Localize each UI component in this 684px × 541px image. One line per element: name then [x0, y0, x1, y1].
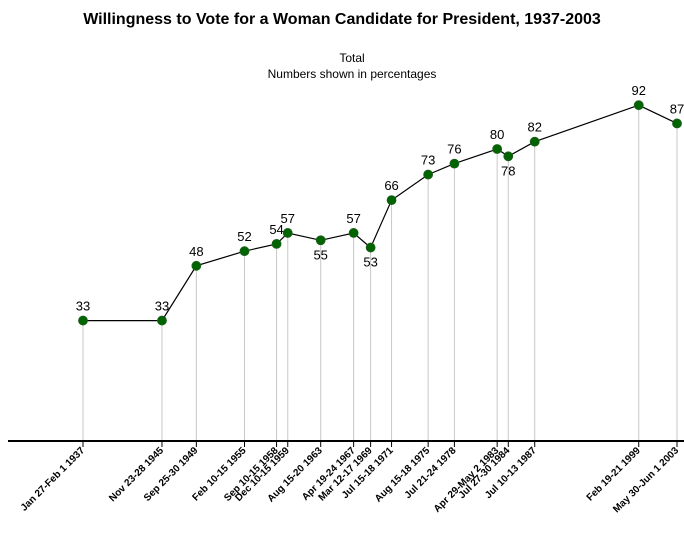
data-point — [78, 315, 88, 326]
x-tick-label: Jan 27-Feb 1 1937 — [19, 445, 88, 514]
data-point — [157, 315, 167, 326]
data-point — [191, 260, 202, 271]
data-point — [633, 100, 644, 111]
data-points — [78, 100, 682, 326]
data-point — [503, 151, 514, 162]
data-point — [492, 144, 503, 154]
data-point — [449, 158, 460, 169]
data-point — [282, 228, 293, 238]
data-label: 33 — [155, 299, 169, 314]
data-label: 55 — [313, 247, 327, 262]
drop-lines — [82, 105, 678, 441]
x-tick-label: May 30-Jun 1 2003 — [611, 445, 681, 515]
data-point — [271, 238, 282, 249]
data-point — [315, 235, 326, 246]
data-label: 73 — [421, 153, 435, 168]
data-label: 92 — [631, 83, 645, 98]
data-label: 48 — [189, 244, 203, 259]
data-point — [348, 228, 359, 238]
data-label: 76 — [447, 142, 461, 157]
data-point — [239, 246, 250, 257]
tick-marks — [82, 441, 678, 447]
data-label: 54 — [269, 222, 283, 237]
data-label: 57 — [346, 211, 360, 226]
data-point — [529, 136, 540, 147]
data-label: 33 — [76, 299, 90, 314]
chart-subtitle-line-1: Total — [339, 51, 364, 65]
data-label: 78 — [501, 163, 515, 178]
data-label: 87 — [670, 101, 684, 116]
data-point — [386, 195, 397, 206]
data-label: 57 — [281, 211, 295, 226]
data-label: 52 — [237, 229, 251, 244]
chart-title: Willingness to Vote for a Woman Candidat… — [83, 11, 601, 28]
data-point — [423, 169, 434, 180]
series-line — [83, 104, 678, 322]
data-label: 82 — [527, 120, 541, 135]
data-label: 53 — [363, 255, 377, 270]
chart-subtitle-line-2: Numbers shown in percentages — [268, 67, 437, 81]
data-label: 66 — [384, 178, 398, 193]
data-point — [365, 242, 376, 253]
data-label: 80 — [490, 127, 504, 142]
data-point — [672, 118, 682, 129]
